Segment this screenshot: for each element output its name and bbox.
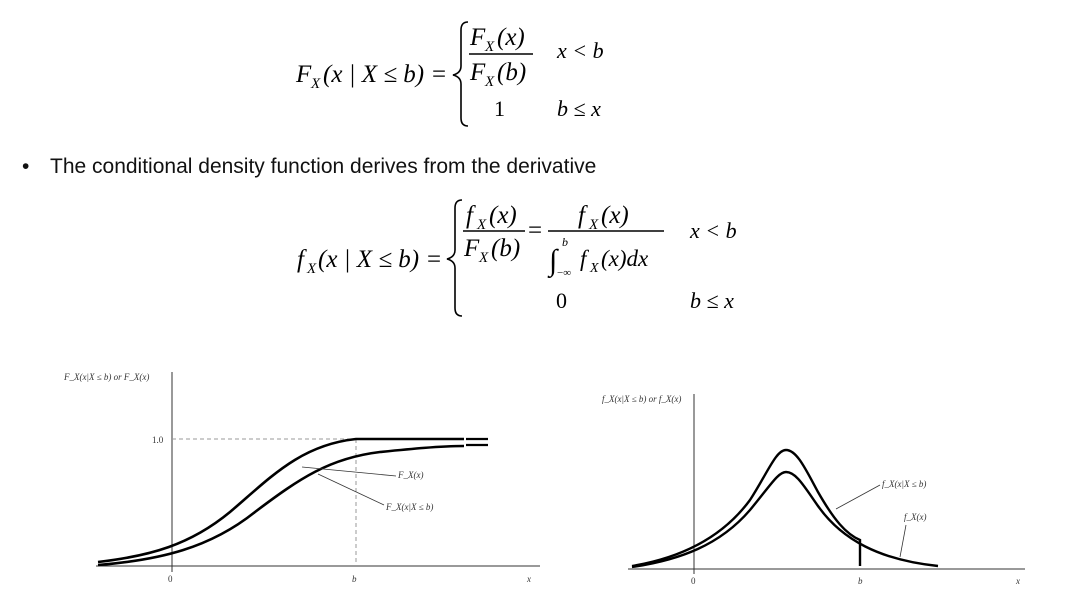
eq2-lhs-f: f [297,246,307,273]
eq1-num-arg: (x) [497,24,525,51]
plot-cdf: F_X(x|X ≤ b) or F_X(x) 1.0 0 b x F_X(x) … [63,372,540,584]
curve-cdf [97,444,465,567]
eq1-num-F: F [469,24,486,51]
eq1-den-arg: (b) [497,59,526,86]
plot-pdf: f_X(x|X ≤ b) or f_X(x) 0 b x f_X(x|X ≤ b… [602,394,1025,586]
curve-conditional-cdf [97,437,464,564]
eq2-num2-sub: X [588,217,599,233]
eq2-int-sub: X [589,261,599,276]
eq2-cond1: x < b [689,218,737,243]
plot-right-leader-1 [835,484,881,510]
eq1-lhs-arg: (x | X ≤ b) = [323,61,447,88]
eq2-num2-f: f [578,202,588,229]
eq1-val2: 1 [494,96,505,121]
eq2-int-upper: b [562,235,568,249]
eq1-lhs-F: F [295,61,312,88]
eq2-den-sub: X [478,250,489,266]
plot-right-leader-2 [899,524,907,558]
eq1-cond1: x < b [556,38,604,63]
bullet-marker: • [22,155,30,178]
plot-right-xlabel: x [1015,576,1020,586]
eq1-cond2: b ≤ x [557,96,601,121]
eq1-brace [452,21,469,127]
plot-left-ylabel: F_X(x|X ≤ b) or F_X(x) [63,372,149,382]
plot-left-curve-label-2: F_X(x|X ≤ b) [385,502,433,512]
plot-left-curve-label-1: F_X(x) [397,470,423,480]
plot-right-curve-label-2: f_X(x) [904,512,927,522]
curve-conditional-pdf [631,448,862,568]
eq2-int-lower: −∞ [557,267,571,279]
eq2-num-f: f [466,202,476,229]
eq1-num-sub: X [484,39,495,55]
plot-right-xtick-0: 0 [691,576,696,586]
bullet-statement: • The conditional density function derive… [22,155,596,179]
equation-cdf: F X (x | X ≤ b) = F X (x) F X (b) x < b … [295,21,604,127]
eq2-num-arg: (x) [489,202,517,229]
equation-pdf: f X (x | X ≤ b) = f X (x) F X (b) = f X … [297,199,737,317]
eq1-den-sub: X [484,74,495,90]
eq2-den-F: F [463,235,480,262]
eq2-integral-sign: ∫ [547,244,559,279]
plot-left-xlabel: x [526,574,531,584]
bullet-text: The conditional density function derives… [50,155,597,178]
eq2-num-sub: X [476,217,487,233]
curve-pdf [631,470,939,569]
plot-left-xtick-b: b [352,574,357,584]
plot-left-xtick-0: 0 [168,574,173,584]
plot-right-ylabel: f_X(x|X ≤ b) or f_X(x) [602,394,681,404]
plot-left-leader-2 [317,473,385,506]
eq1-den-F: F [469,59,486,86]
eq1-lhs-sub: X [310,76,321,92]
plot-right-curve-label-1: f_X(x|X ≤ b) [882,479,926,489]
eq2-lhs-arg: (x | X ≤ b) = [318,246,442,273]
plot-right-xtick-b: b [858,576,863,586]
eq2-equals: = [528,217,542,244]
eq2-brace [446,199,463,317]
eq2-int-arg: (x)dx [601,246,649,271]
plot-left-leader-1 [301,466,397,477]
eq2-num2-arg: (x) [601,202,629,229]
eq2-val2: 0 [556,288,567,313]
eq2-cond2: b ≤ x [690,288,734,313]
eq2-lhs-sub: X [306,261,317,277]
eq2-int-f: f [580,246,590,271]
plot-left-ytick-1: 1.0 [152,435,164,445]
eq2-den-arg: (b) [491,235,520,262]
